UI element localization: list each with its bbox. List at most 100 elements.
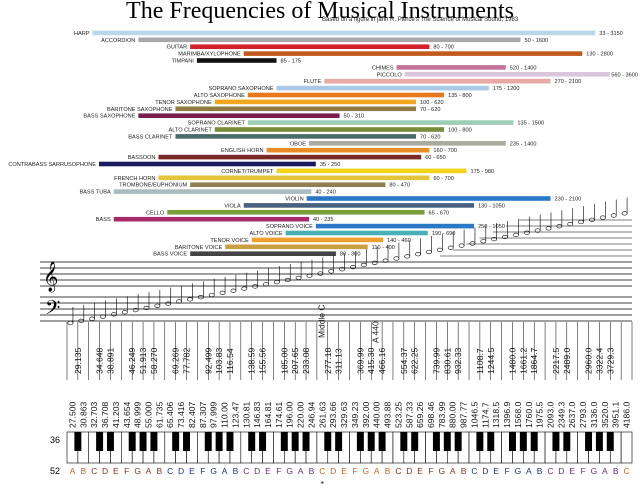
instrument-label: CELLO bbox=[146, 210, 165, 216]
instrument-bar bbox=[309, 141, 506, 146]
note-head bbox=[610, 213, 617, 218]
instrument-range-label: 70 - 620 bbox=[420, 107, 441, 113]
black-key bbox=[280, 432, 288, 451]
instrument-range-label: 175 - 1200 bbox=[493, 86, 520, 92]
key-frequency-label: 82.407 bbox=[187, 401, 197, 428]
instrument-range-label: 250 - 1050 bbox=[478, 224, 505, 230]
instrument-range-label: 40 - 235 bbox=[313, 217, 334, 223]
black-key bbox=[335, 432, 343, 451]
note-head bbox=[219, 290, 226, 296]
note-letter: D bbox=[178, 466, 184, 476]
note-head bbox=[350, 265, 356, 270]
note-head bbox=[415, 252, 422, 257]
instrument-bar bbox=[190, 251, 336, 256]
note-head bbox=[67, 320, 74, 326]
instrument-bar bbox=[158, 154, 422, 160]
key-frequency-label: 164.81 bbox=[263, 401, 273, 428]
instrument-range-label: 160 - 700 bbox=[433, 148, 457, 154]
key-frequency-label: 246.94 bbox=[306, 401, 316, 428]
note-letter: A bbox=[526, 466, 532, 476]
note-letter: A bbox=[602, 466, 608, 476]
note-letter: G bbox=[210, 466, 217, 476]
instrument-range-label: 50 - 310 bbox=[344, 114, 365, 120]
key-frequency-label: 2637.0 bbox=[567, 401, 577, 428]
instrument-bar bbox=[247, 120, 514, 125]
note-letter: E bbox=[265, 466, 271, 476]
instrument-label: TENOR SAXOPHONE bbox=[155, 100, 212, 106]
black-key-count: 36 bbox=[50, 435, 60, 445]
note-head bbox=[393, 256, 400, 261]
note-letter: C bbox=[623, 466, 629, 476]
instrument-bar bbox=[324, 78, 551, 84]
note-head bbox=[306, 273, 313, 278]
note-head bbox=[545, 226, 552, 231]
note-letter: B bbox=[461, 466, 467, 476]
key-frequency-label: 30.863 bbox=[78, 401, 88, 428]
note-head bbox=[458, 243, 465, 248]
note-head bbox=[165, 301, 172, 306]
note-letter: G bbox=[591, 466, 598, 476]
note-letter: E bbox=[189, 466, 195, 476]
key-frequency-label: 1174.7 bbox=[480, 402, 490, 428]
note-letter: D bbox=[254, 466, 260, 476]
black-key bbox=[519, 432, 527, 451]
black-key bbox=[215, 432, 223, 451]
chart-subtitle: Based on a figure in jahn R. Pierce's Th… bbox=[322, 17, 519, 23]
instrument-label: CONTRABASS SARRUSOPHONE bbox=[8, 162, 96, 168]
instrument-bar bbox=[225, 244, 368, 250]
instrument-bar bbox=[190, 182, 386, 187]
note-head bbox=[208, 292, 215, 298]
instrument-range-label: 40 - 240 bbox=[315, 190, 336, 196]
note-letter: G bbox=[286, 466, 293, 476]
note-letter: F bbox=[200, 466, 205, 476]
instrument-range-label: 80 - 300 bbox=[340, 252, 361, 258]
black-key bbox=[291, 432, 299, 451]
key-frequency-label: 523.25 bbox=[393, 401, 403, 428]
instrument-bar bbox=[175, 134, 416, 139]
key-frequency-label: 36.708 bbox=[100, 401, 110, 428]
black-key bbox=[172, 432, 180, 451]
note-head bbox=[121, 310, 128, 315]
white-key bbox=[620, 431, 633, 464]
instrument-range-label: 85 - 175 bbox=[280, 59, 301, 65]
note-letter: G bbox=[362, 466, 369, 476]
black-key bbox=[106, 432, 114, 451]
instrument-range-label: 135 - 1500 bbox=[517, 121, 544, 127]
key-frequency-label: 61.735 bbox=[154, 401, 164, 428]
instrument-range-label: 80 - 470 bbox=[389, 183, 410, 189]
instrument-label: BASS CLARINET bbox=[128, 134, 173, 140]
note-letter: A bbox=[146, 466, 152, 476]
instrument-range-label: 50 - 1600 bbox=[525, 38, 549, 44]
instrument-bar bbox=[396, 65, 506, 70]
black-key bbox=[96, 432, 104, 451]
black-key bbox=[324, 432, 332, 451]
key-frequency-label: 3136.0 bbox=[589, 401, 599, 428]
note-letter: F bbox=[276, 466, 281, 476]
instrument-range-label: 130 - 1050 bbox=[478, 203, 505, 209]
note-head bbox=[469, 241, 476, 246]
instrument-range-label: 70 - 620 bbox=[420, 134, 441, 140]
instrument-bar bbox=[243, 51, 583, 56]
note-head bbox=[273, 280, 280, 285]
note-head bbox=[187, 297, 193, 302]
instrument-bar bbox=[92, 30, 596, 36]
black-key bbox=[443, 432, 451, 451]
key-frequency-label: 392.00 bbox=[361, 401, 371, 428]
note-letter: B bbox=[80, 466, 86, 476]
note-letter: D bbox=[558, 466, 564, 476]
instrument-bar bbox=[138, 37, 521, 43]
instrument-label: BARITONE VOICE bbox=[175, 245, 223, 251]
instrument-label: ALTO SAXOPHONE bbox=[194, 93, 245, 99]
instrument-range-label: 140 - 460 bbox=[387, 238, 411, 244]
instrument-range-label: 190 - 690 bbox=[432, 231, 456, 237]
instrument-range-label: 100 - 800 bbox=[448, 128, 472, 134]
instrument-label: CORNET/TRUMPET bbox=[221, 169, 274, 175]
treble-clef-icon: 𝄞 bbox=[43, 261, 58, 293]
note-head bbox=[360, 262, 367, 268]
instrument-range-label: 520 - 1400 bbox=[510, 65, 537, 71]
instrument-label: TIMPANI bbox=[172, 59, 195, 65]
instrument-label: PICCOLO bbox=[377, 72, 403, 78]
key-frequency-label: 1318.5 bbox=[491, 401, 501, 428]
black-key bbox=[476, 432, 484, 451]
black-key bbox=[530, 432, 538, 451]
